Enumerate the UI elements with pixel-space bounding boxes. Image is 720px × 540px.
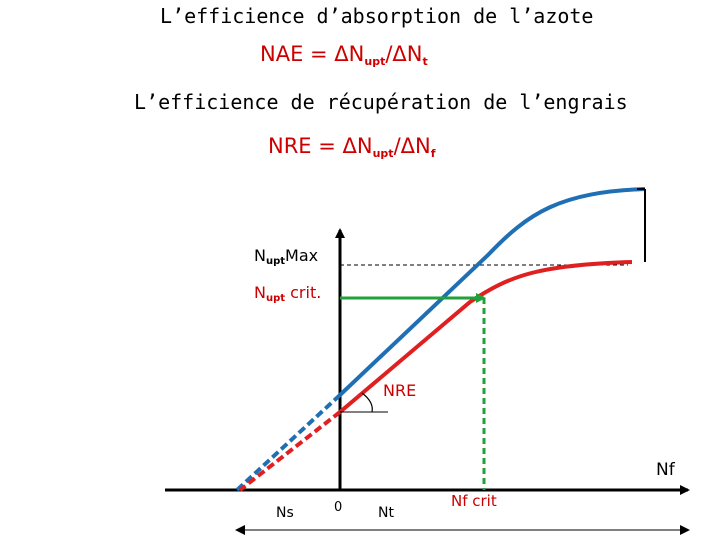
nre-formula-den-sub: f: [430, 147, 436, 160]
nupt-max-label-sub: upt: [265, 256, 286, 267]
nae-formula-num-sub: upt: [364, 55, 386, 68]
nae-formula: NAE = ΔNupt/ΔNt: [260, 42, 428, 68]
red-curve-extrapolation: [238, 410, 342, 492]
nre-title: L’efficience de récupération de l’engrai…: [134, 90, 628, 114]
nre-angle-label: NRE: [383, 381, 417, 400]
nre-formula: NRE = ΔNupt/ΔNf: [268, 134, 436, 160]
blue-curve: [338, 187, 646, 397]
nupt-max-label-rest: Max: [285, 246, 319, 265]
nre-formula-num: ΔN: [342, 134, 373, 158]
ns-label: Ns: [276, 505, 294, 521]
blue-curve-extrapolation: [235, 393, 342, 492]
nae-formula-den-sub: t: [422, 55, 428, 68]
nae-formula-sep: /ΔN: [385, 42, 423, 66]
nre-formula-sep: /ΔN: [393, 134, 431, 158]
nre-angle-arc: [361, 392, 373, 413]
nae-formula-lhs: NAE =: [260, 42, 335, 66]
nre-formula-num-sub: upt: [372, 147, 394, 160]
nupt-max-label: NuptMax: [254, 246, 318, 267]
nae-title: L’efficience d’absorption de l’azote: [160, 4, 594, 28]
nupt-crit-label: Nupt crit.: [254, 283, 321, 304]
nupt-crit-label-rest: crit.: [285, 283, 322, 302]
origin-label: 0: [334, 500, 343, 515]
nt-label: Nt: [378, 505, 394, 521]
nf-crit-label: Nf crit: [451, 492, 497, 510]
x-axis-label-nf: Nf: [656, 460, 675, 480]
nupt-max-label-main: N: [254, 246, 266, 265]
nupt-crit-label-main: N: [254, 283, 266, 302]
nupt-crit-label-sub: upt: [265, 293, 286, 304]
nre-formula-lhs: NRE =: [268, 134, 343, 158]
nae-formula-num: ΔN: [334, 42, 365, 66]
